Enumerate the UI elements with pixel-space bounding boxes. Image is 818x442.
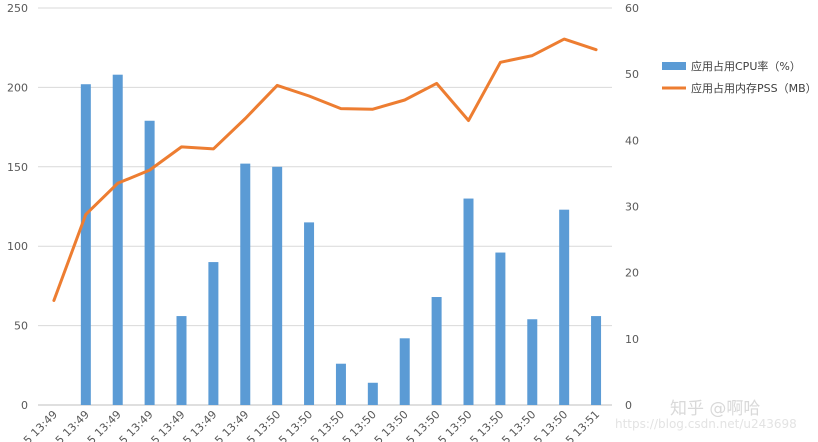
cpu-bar	[495, 252, 506, 405]
cpu-bar	[335, 363, 346, 405]
cpu-bar	[80, 84, 91, 405]
y-right-tick-label: 30	[625, 201, 639, 214]
y-left-tick-label: 200	[7, 81, 28, 94]
y-right-tick-label: 0	[625, 399, 632, 412]
cpu-bar	[272, 166, 283, 405]
y-right-tick-label: 10	[625, 333, 639, 346]
watermark: https://blog.csdn.net/u243698 知乎 @啊哈	[615, 399, 797, 431]
y-axis-right: 0 10 20 30 40 50 60	[625, 2, 639, 412]
y-left-tick-label: 150	[7, 161, 28, 174]
cpu-bar	[367, 382, 378, 405]
gridlines	[38, 7, 612, 406]
cpu-bar	[112, 74, 123, 406]
cpu-bar	[463, 198, 474, 405]
cpu-bar	[176, 316, 187, 405]
cpu-bar	[527, 319, 538, 405]
y-right-tick-label: 50	[625, 68, 639, 81]
cpu-bar	[304, 222, 315, 405]
legend-item-cpu: 应用占用CPU率（%）	[662, 59, 801, 73]
cpu-bar	[591, 316, 602, 405]
legend: 应用占用CPU率（%） 应用占用内存PSS（MB）	[662, 59, 817, 95]
cpu-bar	[144, 120, 155, 406]
cpu-bar	[399, 338, 410, 405]
y-right-tick-label: 20	[625, 267, 639, 280]
legend-item-pss: 应用占用内存PSS（MB）	[662, 81, 817, 95]
cpu-bars	[80, 74, 602, 406]
y-left-tick-label: 50	[14, 320, 28, 333]
cpu-bar	[431, 297, 442, 405]
y-left-tick-label: 0	[21, 399, 28, 412]
pss-line	[52, 37, 598, 302]
pss-line-series	[52, 37, 598, 302]
watermark-brand: 知乎 @啊哈	[670, 399, 760, 419]
legend-label-cpu: 应用占用CPU率（%）	[691, 59, 801, 73]
y-right-tick-label: 60	[625, 2, 639, 15]
cpu-bar	[559, 209, 570, 405]
x-axis: 5 13:495 13:495 13:495 13:495 13:495 13:…	[21, 408, 602, 442]
y-left-tick-label: 100	[7, 240, 28, 253]
cpu-bar	[240, 163, 251, 405]
x-tick-label: 5 13:51	[563, 408, 602, 442]
cpu-bar	[208, 262, 219, 405]
legend-label-pss: 应用占用内存PSS（MB）	[691, 81, 817, 95]
watermark-url: https://blog.csdn.net/u243698	[615, 417, 797, 431]
y-left-tick-label: 250	[7, 2, 28, 15]
y-right-tick-label: 40	[625, 134, 639, 147]
y-axis-left: 0 50 100 150 200 250	[7, 2, 28, 412]
legend-swatch-bar	[662, 62, 686, 70]
